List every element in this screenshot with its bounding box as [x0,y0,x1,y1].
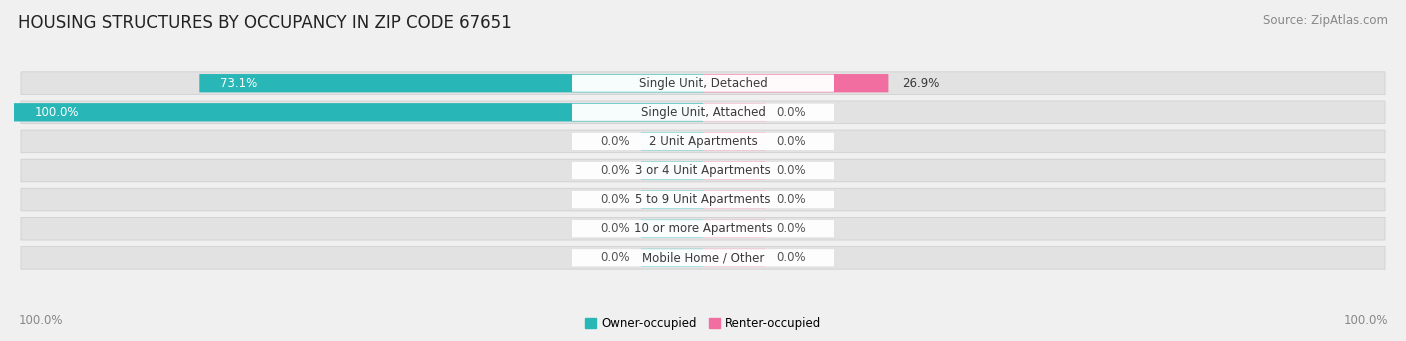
Text: 0.0%: 0.0% [776,135,806,148]
FancyBboxPatch shape [14,103,703,121]
FancyBboxPatch shape [572,249,834,266]
Text: 0.0%: 0.0% [776,106,806,119]
FancyBboxPatch shape [703,74,889,92]
FancyBboxPatch shape [572,191,834,208]
FancyBboxPatch shape [572,162,834,179]
FancyBboxPatch shape [21,188,1385,211]
Text: 2 Unit Apartments: 2 Unit Apartments [648,135,758,148]
FancyBboxPatch shape [703,220,765,238]
Text: Mobile Home / Other: Mobile Home / Other [641,251,765,264]
FancyBboxPatch shape [703,249,765,267]
Text: 0.0%: 0.0% [600,222,630,235]
FancyBboxPatch shape [572,104,834,121]
FancyBboxPatch shape [21,72,1385,94]
Text: 0.0%: 0.0% [776,164,806,177]
FancyBboxPatch shape [21,217,1385,240]
FancyBboxPatch shape [641,190,703,209]
FancyBboxPatch shape [572,220,834,237]
Legend: Owner-occupied, Renter-occupied: Owner-occupied, Renter-occupied [579,312,827,335]
FancyBboxPatch shape [572,75,834,92]
Text: Source: ZipAtlas.com: Source: ZipAtlas.com [1263,14,1388,27]
Text: 100.0%: 100.0% [18,314,63,327]
Text: 0.0%: 0.0% [600,251,630,264]
FancyBboxPatch shape [641,220,703,238]
Text: 0.0%: 0.0% [600,164,630,177]
FancyBboxPatch shape [703,132,765,151]
Text: 100.0%: 100.0% [35,106,79,119]
FancyBboxPatch shape [641,249,703,267]
FancyBboxPatch shape [641,132,703,151]
Text: Single Unit, Attached: Single Unit, Attached [641,106,765,119]
Text: 26.9%: 26.9% [903,77,939,90]
Text: 3 or 4 Unit Apartments: 3 or 4 Unit Apartments [636,164,770,177]
FancyBboxPatch shape [21,159,1385,182]
FancyBboxPatch shape [21,130,1385,153]
Text: 10 or more Apartments: 10 or more Apartments [634,222,772,235]
Text: 0.0%: 0.0% [776,222,806,235]
FancyBboxPatch shape [21,101,1385,124]
FancyBboxPatch shape [703,161,765,180]
FancyBboxPatch shape [703,103,765,121]
FancyBboxPatch shape [21,247,1385,269]
Text: 100.0%: 100.0% [1343,314,1388,327]
Text: 0.0%: 0.0% [776,251,806,264]
Text: 5 to 9 Unit Apartments: 5 to 9 Unit Apartments [636,193,770,206]
Text: HOUSING STRUCTURES BY OCCUPANCY IN ZIP CODE 67651: HOUSING STRUCTURES BY OCCUPANCY IN ZIP C… [18,14,512,32]
Text: 0.0%: 0.0% [776,193,806,206]
Text: 0.0%: 0.0% [600,135,630,148]
Text: 73.1%: 73.1% [221,77,257,90]
FancyBboxPatch shape [641,161,703,180]
FancyBboxPatch shape [703,190,765,209]
Text: Single Unit, Detached: Single Unit, Detached [638,77,768,90]
FancyBboxPatch shape [200,74,703,92]
Text: 0.0%: 0.0% [600,193,630,206]
FancyBboxPatch shape [572,133,834,150]
